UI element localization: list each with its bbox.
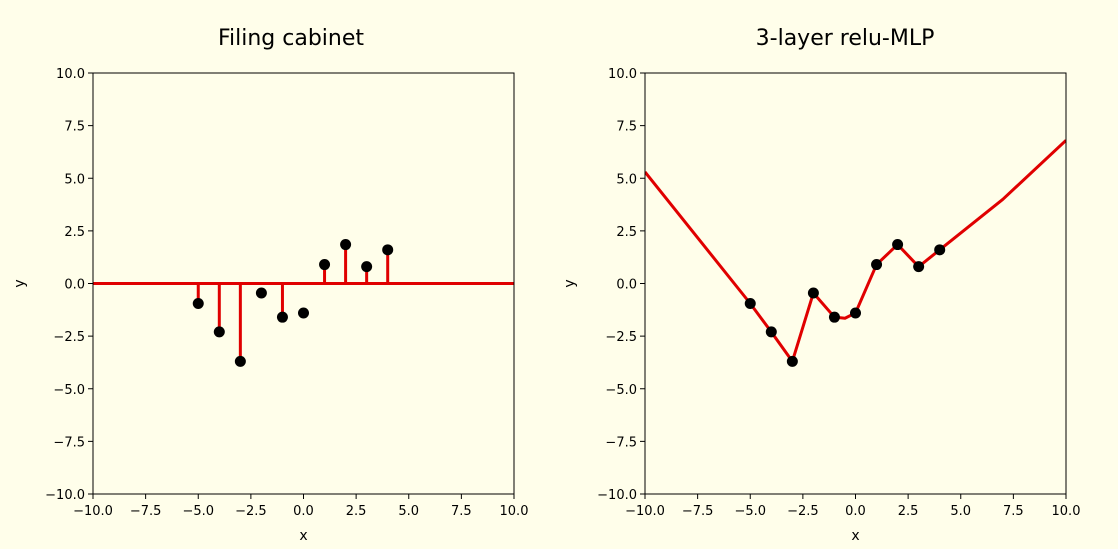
right-chart-series-layer (645, 139, 1066, 367)
right-data-point-2 (786, 355, 798, 367)
left-y-axis-label: y (12, 279, 28, 287)
right-data-point-3 (807, 287, 819, 299)
left-y-ticks: −10.0 −7.5 −5.0 −2.5 0.0 2.5 5.0 7.5 10.0 (45, 67, 93, 503)
right-y-tick-label-6: 5.0 (616, 172, 637, 187)
right-y-tick-label-4: 0.0 (616, 278, 637, 293)
right-data-point-4 (828, 311, 840, 323)
left-x-tick-label-2: −5.0 (182, 504, 214, 519)
left-data-point-4 (276, 311, 288, 323)
left-data-point-0 (192, 297, 204, 309)
left-data-point-3 (255, 287, 267, 299)
right-y-tick-label-2: −5.0 (605, 383, 637, 398)
left-chart: Filing cabinet −10.0 −7.5 −5.0 −2.5 0.0 2.5 5.… (12, 26, 528, 544)
left-data-point-1 (213, 326, 225, 338)
left-chart-series-layer (93, 239, 514, 367)
left-x-tick-label-4: 0.0 (293, 504, 314, 519)
right-y-axis-label: y (562, 279, 578, 287)
left-x-axis-label: x (299, 528, 307, 544)
left-data-point-5 (298, 307, 309, 319)
right-chart: 3-layer relu-MLP −10.0 −7.5 −5.0 −2.5 0.0 2.5… (562, 26, 1080, 544)
right-data-point-6 (871, 259, 883, 271)
left-data-point-6 (319, 259, 331, 271)
left-y-tick-label-8: 10.0 (56, 67, 85, 82)
left-y-tick-label-5: 2.5 (64, 225, 85, 240)
left-x-tick-label-1: −7.5 (130, 504, 162, 519)
left-data-point-7 (340, 239, 352, 251)
left-clipped-series (93, 239, 514, 367)
right-data-point-7 (892, 239, 904, 251)
left-y-tick-label-3: −2.5 (53, 330, 85, 345)
right-x-axis-label: x (851, 528, 859, 544)
right-data-point-9 (934, 244, 946, 256)
right-y-tick-label-1: −7.5 (605, 435, 637, 450)
right-y-tick-label-3: −2.5 (605, 330, 637, 345)
left-y-tick-label-6: 5.0 (64, 172, 85, 187)
right-data-point-5 (850, 307, 861, 319)
left-x-ticks: −10.0 −7.5 −5.0 −2.5 0.0 2.5 5.0 7.5 10.0 (73, 494, 528, 519)
right-clipped-series (645, 139, 1066, 367)
right-x-tick-label-7: 7.5 (1003, 504, 1024, 519)
left-x-tick-label-7: 7.5 (451, 504, 472, 519)
right-y-tick-label-5: 2.5 (616, 225, 637, 240)
right-x-tick-label-1: −7.5 (682, 504, 714, 519)
left-chart-title: Filing cabinet (218, 26, 364, 51)
left-y-tick-label-0: −10.0 (45, 488, 85, 503)
left-y-tick-label-4: 0.0 (64, 278, 85, 293)
right-x-tick-label-5: 2.5 (898, 504, 919, 519)
right-x-tick-label-2: −5.0 (734, 504, 766, 519)
right-x-ticks: −10.0 −7.5 −5.0 −2.5 0.0 2.5 5.0 7.5 10.0 (625, 494, 1080, 519)
right-y-tick-label-0: −10.0 (597, 488, 637, 503)
left-y-tick-label-7: 7.5 (64, 120, 85, 135)
left-y-tick-label-2: −5.0 (53, 383, 85, 398)
left-x-tick-label-3: −2.5 (235, 504, 267, 519)
left-y-tick-label-1: −7.5 (53, 435, 85, 450)
right-data-point-1 (765, 326, 777, 338)
left-data-point-9 (382, 244, 394, 256)
left-x-tick-label-0: −10.0 (73, 504, 113, 519)
left-x-tick-label-6: 5.0 (398, 504, 419, 519)
left-data-point-8 (361, 261, 373, 273)
left-x-tick-label-5: 2.5 (346, 504, 367, 519)
right-y-ticks: −10.0 −7.5 −5.0 −2.5 0.0 2.5 5.0 7.5 10.0 (597, 67, 645, 503)
left-data-point-2 (234, 355, 246, 367)
right-data-point-8 (913, 261, 925, 273)
left-x-tick-label-8: 10.0 (500, 504, 529, 519)
right-y-tick-label-7: 7.5 (616, 120, 637, 135)
right-y-tick-label-8: 10.0 (608, 67, 637, 82)
right-x-tick-label-8: 10.0 (1052, 504, 1081, 519)
right-x-tick-label-6: 5.0 (950, 504, 971, 519)
right-x-tick-label-0: −10.0 (625, 504, 665, 519)
right-x-tick-label-4: 0.0 (845, 504, 866, 519)
right-data-point-0 (744, 297, 756, 309)
right-x-tick-label-3: −2.5 (787, 504, 819, 519)
right-chart-title: 3-layer relu-MLP (756, 26, 935, 51)
